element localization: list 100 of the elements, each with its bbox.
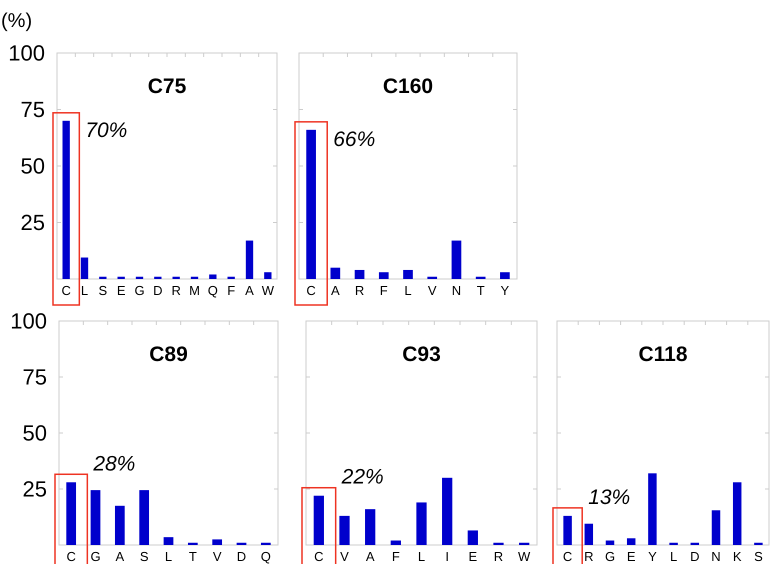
bar	[390, 540, 401, 545]
x-tick-label: A	[366, 549, 375, 564]
y-tick-label: 75	[20, 97, 45, 122]
x-tick-label: Q	[260, 549, 271, 564]
annotation: 66%	[333, 128, 376, 151]
bar	[66, 482, 76, 545]
x-tick-label: S	[98, 283, 108, 298]
y-tick-label: 75	[22, 364, 47, 390]
x-tick-label: R	[171, 283, 181, 298]
x-tick-label: Y	[500, 283, 510, 298]
annotation: 28%	[92, 452, 136, 476]
bar	[563, 516, 572, 545]
x-tick-label: F	[227, 283, 236, 298]
x-tick-label: I	[445, 549, 449, 564]
bar	[306, 130, 316, 279]
x-tick-label: D	[153, 283, 163, 298]
text: C89	[149, 343, 188, 366]
x-tick-label: G	[134, 283, 145, 298]
annotation: 22%	[340, 466, 384, 489]
y-tick-label: 50	[22, 420, 47, 446]
x-tick-label: L	[80, 283, 88, 298]
bar	[416, 502, 427, 545]
x-tick-label: E	[626, 549, 636, 564]
x-tick-label: K	[732, 549, 742, 564]
bar	[648, 473, 657, 545]
bar	[442, 478, 452, 545]
x-tick-label: C	[314, 549, 324, 564]
x-tick-label: Q	[208, 283, 218, 298]
x-tick-label: N	[711, 549, 721, 564]
bar	[403, 270, 413, 279]
text: C75	[148, 75, 187, 98]
x-tick-label: A	[330, 283, 340, 298]
x-tick-label: F	[380, 283, 388, 298]
x-tick-label: C	[66, 549, 76, 564]
bar	[246, 240, 254, 279]
bar	[378, 272, 389, 279]
bar	[606, 540, 614, 545]
x-tick-label: L	[670, 549, 678, 564]
x-tick-label: Y	[648, 549, 658, 564]
x-tick-label: A	[115, 549, 124, 564]
bar	[365, 509, 376, 545]
text: C118	[638, 343, 688, 366]
x-tick-label: V	[340, 549, 350, 564]
x-tick-label: L	[164, 549, 172, 564]
x-tick-label: W	[518, 549, 532, 564]
y-tick-label: 100	[10, 308, 47, 334]
bar	[712, 510, 720, 545]
bar	[330, 268, 340, 279]
y-tick-label: 100	[8, 40, 45, 66]
x-tick-label: D	[236, 549, 246, 564]
x-tick-label: S	[140, 549, 149, 564]
x-tick-label: E	[468, 549, 478, 564]
text: C160	[382, 75, 434, 98]
bar	[354, 270, 364, 279]
bar	[468, 530, 478, 545]
bar	[314, 496, 324, 545]
x-tick-label: R	[584, 549, 594, 564]
x-tick-label: S	[754, 549, 764, 564]
x-tick-label: L	[404, 283, 412, 298]
x-tick-label: R	[354, 283, 364, 298]
x-tick-label: E	[116, 283, 126, 298]
x-tick-label: M	[189, 283, 200, 298]
x-tick-label: C	[562, 549, 572, 564]
annotation: 13%	[588, 486, 630, 509]
bar	[114, 506, 125, 545]
y-tick-label: 25	[22, 476, 47, 502]
y-axis-title: (%)	[1, 10, 32, 32]
bar	[264, 272, 272, 279]
y-tick-label: 50	[20, 154, 45, 179]
bar	[139, 490, 150, 545]
x-tick-label: D	[690, 549, 700, 564]
x-tick-label: T	[476, 283, 485, 298]
bar	[90, 490, 100, 545]
bar	[732, 482, 742, 545]
bar	[500, 272, 510, 279]
text: C93	[402, 343, 441, 366]
x-tick-label: C	[61, 283, 71, 298]
x-tick-label: N	[452, 283, 462, 298]
bar	[209, 274, 216, 279]
bar	[164, 537, 174, 545]
bar	[452, 240, 462, 279]
bar	[584, 524, 594, 545]
x-tick-label: W	[262, 283, 275, 298]
x-tick-label: C	[306, 283, 316, 298]
x-tick-label: F	[392, 549, 400, 564]
y-tick-label: 25	[20, 210, 45, 236]
x-tick-label: A	[245, 283, 254, 298]
x-tick-label: L	[418, 549, 426, 564]
x-tick-label: V	[212, 549, 222, 564]
annotation: 70%	[85, 118, 128, 142]
bar	[80, 258, 88, 279]
bar	[626, 538, 636, 545]
bar	[339, 516, 350, 545]
x-tick-label: T	[188, 549, 197, 564]
bar	[62, 120, 70, 279]
x-tick-label: G	[604, 549, 616, 564]
bar	[212, 539, 222, 545]
x-tick-label: V	[428, 283, 437, 298]
x-tick-label: G	[90, 549, 101, 564]
x-tick-label: R	[494, 549, 504, 564]
